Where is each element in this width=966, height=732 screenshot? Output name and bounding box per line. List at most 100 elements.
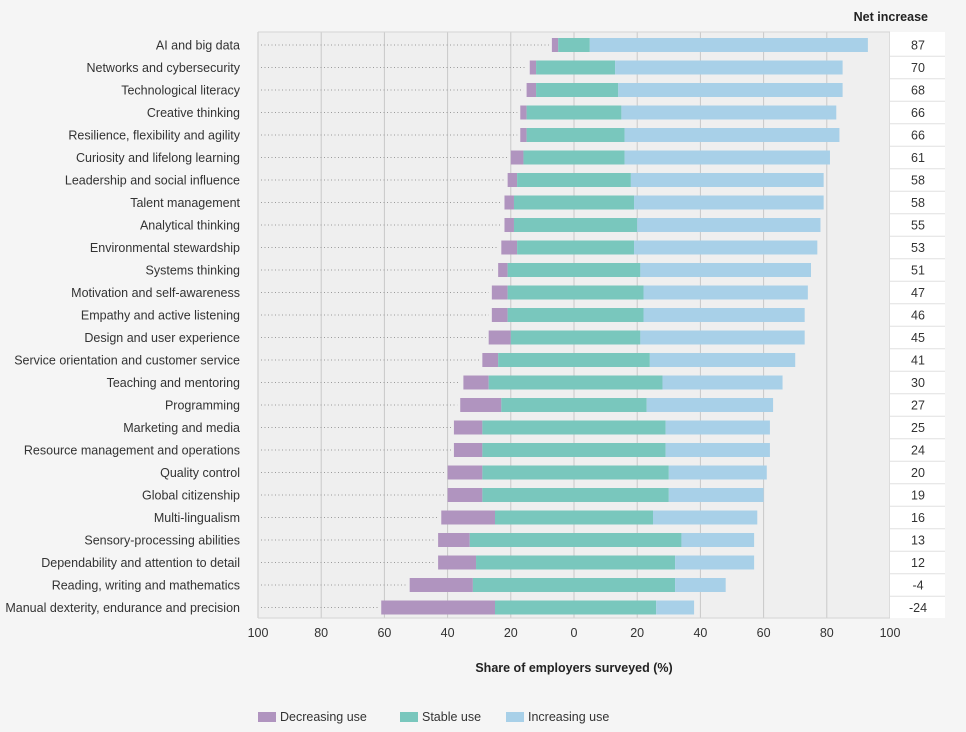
bar-increasing — [618, 83, 843, 97]
x-tick-label: 80 — [314, 626, 328, 640]
bar-decreasing — [453, 443, 483, 457]
category-label: Motivation and self-awareness — [71, 286, 240, 300]
bar-decreasing — [507, 173, 518, 187]
bar-stable — [476, 555, 676, 570]
net-increase-value: 16 — [911, 511, 925, 525]
category-label: AI and big data — [156, 39, 240, 53]
bar-increasing — [646, 398, 774, 412]
x-tick-label: 100 — [880, 626, 901, 640]
net-increase-value: 53 — [911, 241, 925, 255]
bar-decreasing — [491, 308, 508, 322]
category-label: Teaching and mentoring — [107, 376, 240, 390]
bar-decreasing — [447, 488, 483, 502]
bar-stable — [482, 420, 666, 435]
net-increase-value: 30 — [911, 376, 925, 390]
net-increase-value: 87 — [911, 39, 925, 53]
dotted-guides — [261, 44, 549, 608]
net-increase-value: 47 — [911, 286, 925, 300]
bar-stable — [488, 375, 663, 390]
bar-stable — [495, 600, 657, 615]
bar-stable — [482, 488, 669, 502]
bar-stable — [523, 150, 625, 165]
bar-stable — [517, 173, 631, 187]
bar-increasing — [665, 443, 770, 457]
bar-decreasing — [453, 420, 483, 435]
bar-stable — [507, 263, 641, 277]
bar-decreasing — [504, 218, 514, 232]
bar-increasing — [643, 308, 805, 322]
category-label: Resilience, flexibility and agility — [68, 129, 240, 143]
category-label: Creative thinking — [147, 106, 240, 120]
category-label: Global citizenship — [142, 489, 240, 503]
net-increase-value: 27 — [911, 399, 925, 413]
net-increase-value: 66 — [911, 106, 925, 120]
bar-decreasing — [438, 533, 470, 547]
x-axis-title: Share of employers surveyed (%) — [475, 661, 672, 675]
bar-increasing — [630, 173, 824, 187]
category-label: Marketing and media — [123, 421, 240, 435]
bar-stable — [513, 218, 638, 232]
x-tick-label: 40 — [441, 626, 455, 640]
bar-increasing — [675, 555, 755, 570]
bar-increasing — [662, 375, 783, 390]
bar-decreasing — [447, 465, 483, 480]
net-increase-value: 25 — [911, 421, 925, 435]
category-label: Design and user experience — [84, 331, 240, 345]
category-label: Quality control — [160, 466, 240, 480]
x-axis-ticks: 100 80 60 40 20 0 20 40 60 80 100 — [248, 626, 901, 640]
bar-stable — [558, 38, 590, 52]
legend-label: Stable use — [422, 710, 481, 724]
bar-stable — [482, 443, 666, 457]
net-increase-value: 55 — [911, 219, 925, 233]
net-increase-value: 58 — [911, 196, 925, 210]
bar-decreasing — [463, 375, 489, 390]
category-labels: AI and big data Networks and cybersecurit… — [5, 39, 240, 616]
bar-stable — [469, 533, 682, 547]
bar-decreasing — [520, 105, 527, 120]
bar-increasing — [668, 488, 764, 502]
legend-label: Increasing use — [528, 710, 609, 724]
bar-stable — [482, 465, 669, 480]
bar-increasing — [624, 150, 830, 165]
net-increase-value: 12 — [911, 556, 925, 570]
bar-increasing — [637, 218, 821, 232]
bar-increasing — [589, 38, 868, 52]
bar-decreasing — [438, 555, 477, 570]
bar-increasing — [656, 600, 695, 615]
net-increase-column — [890, 32, 945, 618]
bar-stable — [536, 83, 619, 97]
category-label: Technological literacy — [121, 84, 241, 98]
bar-stable — [517, 240, 635, 255]
x-tick-label: 60 — [377, 626, 391, 640]
category-label: Dependability and attention to detail — [41, 556, 240, 570]
bar-increasing — [681, 533, 755, 547]
category-label: Service orientation and customer service — [14, 354, 240, 368]
bar-decreasing — [510, 150, 524, 165]
category-label: Environmental stewardship — [90, 241, 240, 255]
net-increase-value: 41 — [911, 354, 925, 368]
x-tick-label: 20 — [630, 626, 644, 640]
category-label: Networks and cybersecurity — [86, 61, 240, 75]
bar-stable — [510, 330, 641, 345]
bar-stable — [536, 60, 616, 75]
net-increase-value: 61 — [911, 151, 925, 165]
category-label: Empathy and active listening — [81, 309, 240, 323]
bar-stable — [507, 308, 644, 322]
net-increase-value: 51 — [911, 264, 925, 278]
bars — [381, 38, 868, 615]
bar-stable — [526, 105, 622, 120]
x-tick-label: 80 — [820, 626, 834, 640]
legend-swatch — [400, 712, 418, 722]
bar-increasing — [668, 465, 767, 480]
category-label: Curiosity and lifelong learning — [76, 151, 240, 165]
net-increase-value: 19 — [911, 489, 925, 503]
category-label: Multi-lingualism — [154, 511, 240, 525]
bar-increasing — [621, 105, 837, 120]
bar-decreasing — [409, 578, 473, 592]
net-increase-value: 66 — [911, 129, 925, 143]
bar-increasing — [643, 285, 808, 300]
x-tick-label: 100 — [248, 626, 269, 640]
bar-decreasing — [460, 398, 502, 412]
net-increase-value: 68 — [911, 84, 925, 98]
bar-decreasing — [501, 240, 518, 255]
